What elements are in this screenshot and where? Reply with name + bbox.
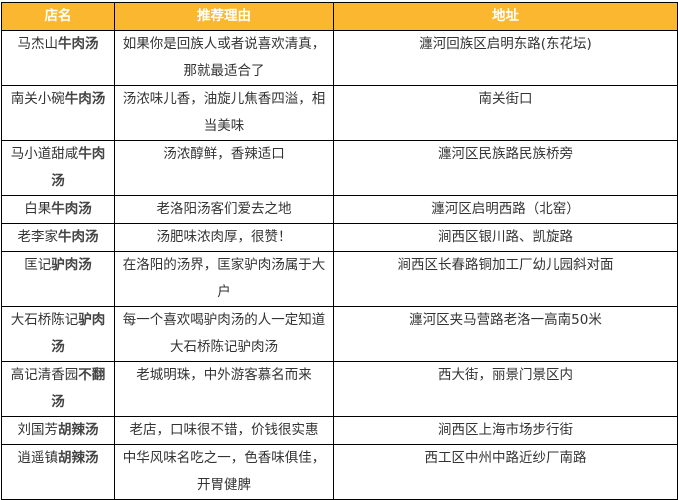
header-name: 店名 <box>1 2 115 31</box>
reason-cell: 汤肥味浓肉厚，很赞！ <box>114 223 334 252</box>
shop-name-bold: 牛肉汤 <box>58 229 99 245</box>
shop-name-bold: 牛肉汤 <box>58 36 99 52</box>
reason-cell: 每一个喜欢喝驴肉汤的人一定知道大石桥陈记驴肉汤 <box>114 306 334 362</box>
address-cell: 涧西区上海市场步行街 <box>333 416 678 445</box>
shop-name-bold: 牛肉汤 <box>51 146 106 189</box>
shop-name-bold: 牛肉汤 <box>51 201 92 217</box>
header-address: 地址 <box>333 2 678 31</box>
shop-name-bold: 不翻汤 <box>51 367 106 410</box>
reason-cell: 汤浓味儿香，油旋儿焦香四溢，相当美味 <box>114 85 334 141</box>
table-row: 刘国芳胡辣汤 老店，口味很不错，价钱很实惠 涧西区上海市场步行街 <box>1 416 678 445</box>
shop-name-bold: 驴肉汤 <box>51 312 106 355</box>
address-cell: 瀍河区夹马营路老洛一高南50米 <box>333 306 678 362</box>
table-row: 马杰山牛肉汤 如果你是回族人或者说喜欢清真，那就最适合了 瀍河回族区启明东路(东… <box>1 30 678 86</box>
shop-name-cell: 老李家牛肉汤 <box>1 223 115 252</box>
shop-name-plain: 老李家 <box>17 229 59 245</box>
shop-name-cell: 白果牛肉汤 <box>1 195 115 224</box>
table-row: 大石桥陈记驴肉汤 每一个喜欢喝驴肉汤的人一定知道大石桥陈记驴肉汤 瀍河区夹马营路… <box>1 306 678 362</box>
address-cell: 瀍河区启明西路（北窑） <box>333 195 678 224</box>
reason-cell: 在洛阳的汤界，匡家驴肉汤属于大户 <box>114 251 334 307</box>
table-row: 匡记驴肉汤 在洛阳的汤界，匡家驴肉汤属于大户 涧西区长春路铜加工厂幼儿园斜对面 <box>1 251 678 307</box>
table-row: 逍遥镇胡辣汤 中华风味名吃之一，色香味俱佳，开胃健脾 西工区中州中路近纱厂南路 <box>1 444 678 500</box>
shop-name-plain: 白果 <box>24 201 52 217</box>
table-row: 白果牛肉汤 老洛阳汤客们爱去之地 瀍河区启明西路（北窑） <box>1 195 678 224</box>
table-row: 马小道甜咸牛肉汤 汤浓醇鲜，香辣适口 瀍河区民族路民族桥旁 <box>1 140 678 196</box>
header-reason: 推荐理由 <box>114 2 334 31</box>
address-cell: 西大街，丽景门景区内 <box>333 361 678 417</box>
table-row: 高记清香园不翻汤 老城明珠，中外游客慕名而来 西大街，丽景门景区内 <box>1 361 678 417</box>
shop-name-bold: 胡辣汤 <box>58 422 99 438</box>
shop-name-plain: 马小道甜咸 <box>10 146 79 162</box>
shop-name-plain: 刘国芳 <box>17 422 59 438</box>
shop-name-plain: 大石桥陈记 <box>10 312 79 328</box>
header-row: 店名 推荐理由 地址 <box>1 2 678 31</box>
shop-name-cell: 马小道甜咸牛肉汤 <box>1 140 115 196</box>
address-cell: 涧西区银川路、凯旋路 <box>333 223 678 252</box>
address-cell: 涧西区长春路铜加工厂幼儿园斜对面 <box>333 251 678 307</box>
address-cell: 南关街口 <box>333 85 678 141</box>
reason-cell: 如果你是回族人或者说喜欢清真，那就最适合了 <box>114 30 334 86</box>
shop-name-cell: 大石桥陈记驴肉汤 <box>1 306 115 362</box>
reason-cell: 汤浓醇鲜，香辣适口 <box>114 140 334 196</box>
reason-cell: 老城明珠，中外游客慕名而来 <box>114 361 334 417</box>
shop-name-cell: 南关小碗牛肉汤 <box>1 85 115 141</box>
shop-name-cell: 刘国芳胡辣汤 <box>1 416 115 445</box>
shop-name-plain: 马杰山 <box>17 36 59 52</box>
address-cell: 西工区中州中路近纱厂南路 <box>333 444 678 500</box>
address-cell: 瀍河回族区启明东路(东花坛) <box>333 30 678 86</box>
table-row: 老李家牛肉汤 汤肥味浓肉厚，很赞！ 涧西区银川路、凯旋路 <box>1 223 678 252</box>
shop-name-bold: 胡辣汤 <box>58 450 99 466</box>
reason-cell: 老店，口味很不错，价钱很实惠 <box>114 416 334 445</box>
shop-name-plain: 匡记 <box>24 257 52 273</box>
address-cell: 瀍河区民族路民族桥旁 <box>333 140 678 196</box>
shop-name-plain: 逍遥镇 <box>17 450 59 466</box>
shop-name-cell: 马杰山牛肉汤 <box>1 30 115 86</box>
shop-name-plain: 南关小碗 <box>10 91 65 107</box>
reason-cell: 老洛阳汤客们爱去之地 <box>114 195 334 224</box>
shop-name-bold: 驴肉汤 <box>51 257 92 273</box>
shop-name-cell: 逍遥镇胡辣汤 <box>1 444 115 500</box>
shop-name-plain: 高记清香园 <box>10 367 79 383</box>
shop-name-bold: 牛肉汤 <box>64 91 106 107</box>
shop-name-cell: 高记清香园不翻汤 <box>1 361 115 417</box>
reason-cell: 中华风味名吃之一，色香味俱佳，开胃健脾 <box>114 444 334 500</box>
shop-name-cell: 匡记驴肉汤 <box>1 251 115 307</box>
table-row: 南关小碗牛肉汤 汤浓味儿香，油旋儿焦香四溢，相当美味 南关街口 <box>1 85 678 141</box>
